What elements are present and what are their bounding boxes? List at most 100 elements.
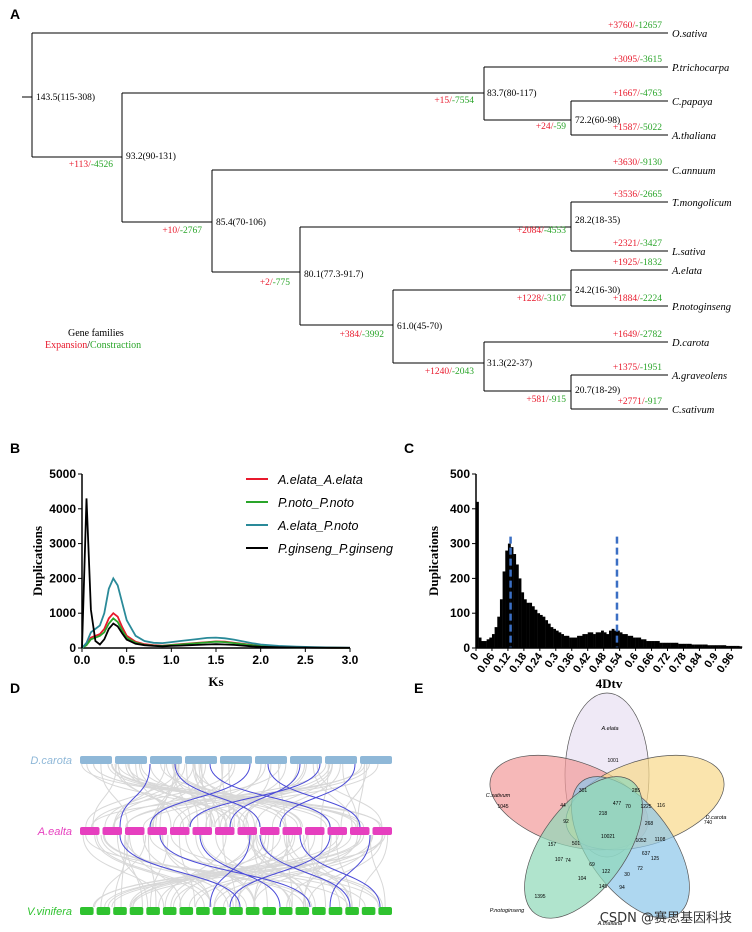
histogram-bar <box>492 634 495 648</box>
node-change-count: +384/-3992 <box>340 330 385 340</box>
track-label: A.ealta <box>37 826 72 838</box>
figure: O.sativa+3760/-12657P.trichocarpa+3095/-… <box>0 0 752 932</box>
chromosome-block <box>150 756 182 764</box>
histogram-bar <box>633 638 636 648</box>
histogram-bar <box>612 629 615 648</box>
y-tick-label: 3000 <box>49 537 76 551</box>
histogram-bar <box>545 620 548 648</box>
chromosome-block <box>115 756 147 764</box>
venn-count: 1395 <box>534 894 545 900</box>
venn-count: 285 <box>632 788 641 794</box>
expansion-count: +113 <box>69 160 89 170</box>
x-tick-label: 3.0 <box>342 653 359 667</box>
venn-count: 116 <box>657 803 665 809</box>
histogram-bar <box>521 592 524 648</box>
histogram-bar <box>596 632 599 648</box>
synteny-plot: D.carotaA.ealtaV.vinifera <box>27 755 392 918</box>
node-age-label: 83.7(80-117) <box>487 88 537 99</box>
chromosome-block <box>97 907 111 915</box>
panel-label-a: A <box>10 6 20 22</box>
legend-entry: A.elata_A.elata <box>277 473 363 487</box>
histogram-bar <box>519 578 522 648</box>
chromosome-block <box>262 907 276 915</box>
leaf-change-count: +1587/-5022 <box>613 123 662 133</box>
venn-count: 10021 <box>601 834 615 840</box>
chromosome-block <box>255 756 287 764</box>
series-line-a-elata-p-noto <box>82 578 350 648</box>
contraction-count: -9130 <box>640 158 662 168</box>
chromosome-block <box>246 907 260 915</box>
chromosome-block <box>80 827 100 835</box>
chromosome-block <box>103 827 123 835</box>
histogram-bar <box>479 638 482 648</box>
expansion-count: +581 <box>526 395 546 405</box>
legend-key: Expansion/Constraction <box>45 340 141 351</box>
contraction-count: -2767 <box>180 226 202 236</box>
histogram-bar <box>662 643 665 648</box>
tree-branches <box>22 33 668 409</box>
chromosome-block <box>148 827 168 835</box>
leaf-change-count: +1884/-2224 <box>613 294 662 304</box>
expansion-count: +10 <box>162 226 177 236</box>
histogram-bar <box>503 571 506 648</box>
histogram-bar <box>553 629 556 648</box>
leaf-name-c.papaya: C.papaya <box>672 97 713 108</box>
histogram-bar <box>505 551 508 648</box>
histogram-bar <box>670 643 673 648</box>
y-tick-label: 300 <box>450 537 470 551</box>
venn-count: 72 <box>637 866 643 872</box>
histogram-bar <box>604 632 607 648</box>
histogram-bar <box>636 638 639 648</box>
y-tick-label: 200 <box>450 571 470 585</box>
histogram-bar <box>537 613 540 648</box>
legend-expansion: Expansion <box>45 340 87 351</box>
chromosome-block <box>350 827 370 835</box>
chromosome-block <box>215 827 235 835</box>
histogram-bar <box>593 634 596 648</box>
y-tick-label: 500 <box>450 467 470 481</box>
histogram-bar <box>649 641 652 648</box>
leaf-name-a.graveolens: A.graveolens <box>671 371 727 382</box>
expansion-count: +1375 <box>613 363 638 373</box>
watermark: CSDN @赛思基因科技 <box>600 907 732 926</box>
expansion-count: +1240 <box>425 367 450 377</box>
contraction-count: -2224 <box>640 294 662 304</box>
leaf-change-count: +2771/-917 <box>618 397 663 407</box>
histogram-bar <box>638 638 641 648</box>
histogram-bar <box>548 624 551 648</box>
chromosome-block <box>312 907 326 915</box>
contraction-count: -775 <box>273 278 291 288</box>
venn-set-label: P.notoginseng <box>490 908 525 914</box>
panel-label-d: D <box>10 680 20 696</box>
contraction-count: -2043 <box>452 367 474 377</box>
histogram-bar <box>625 634 628 648</box>
contraction-count: -4526 <box>91 160 113 170</box>
histogram-bar <box>657 641 660 648</box>
histogram-bar <box>524 599 527 648</box>
histogram-bar <box>660 643 663 648</box>
venn-count: 268 <box>645 821 654 827</box>
chromosome-block <box>213 907 227 915</box>
venn-count: 125 <box>651 856 660 862</box>
venn-count: 477 <box>613 801 622 807</box>
expansion-count: +2 <box>260 278 270 288</box>
histogram-bar <box>500 599 503 648</box>
venn-count: 104 <box>578 876 587 882</box>
leaf-change-count: +1925/-1832 <box>613 258 662 268</box>
expansion-count: +384 <box>340 330 360 340</box>
contraction-count: -4763 <box>640 89 662 99</box>
chromosome-block <box>229 907 243 915</box>
venn-set-label: A.elata <box>600 726 618 732</box>
histogram-bar <box>556 631 559 648</box>
y-tick-label: 100 <box>450 606 470 620</box>
contraction-count: -2665 <box>640 190 662 200</box>
expansion-count: +1925 <box>613 258 638 268</box>
chromosome-block <box>80 756 112 764</box>
y-axis-label: Duplications <box>30 526 45 596</box>
x-axis-label: Ks <box>208 674 223 689</box>
legend-entry: A.elata_P.noto <box>277 519 358 533</box>
node-age-label: 24.2(16-30) <box>575 285 620 296</box>
node-age-label: 85.4(70-106) <box>216 217 266 228</box>
leaf-name-c.annuum: C.annuum <box>672 166 716 177</box>
node-change-count: +10/-2767 <box>162 226 202 236</box>
